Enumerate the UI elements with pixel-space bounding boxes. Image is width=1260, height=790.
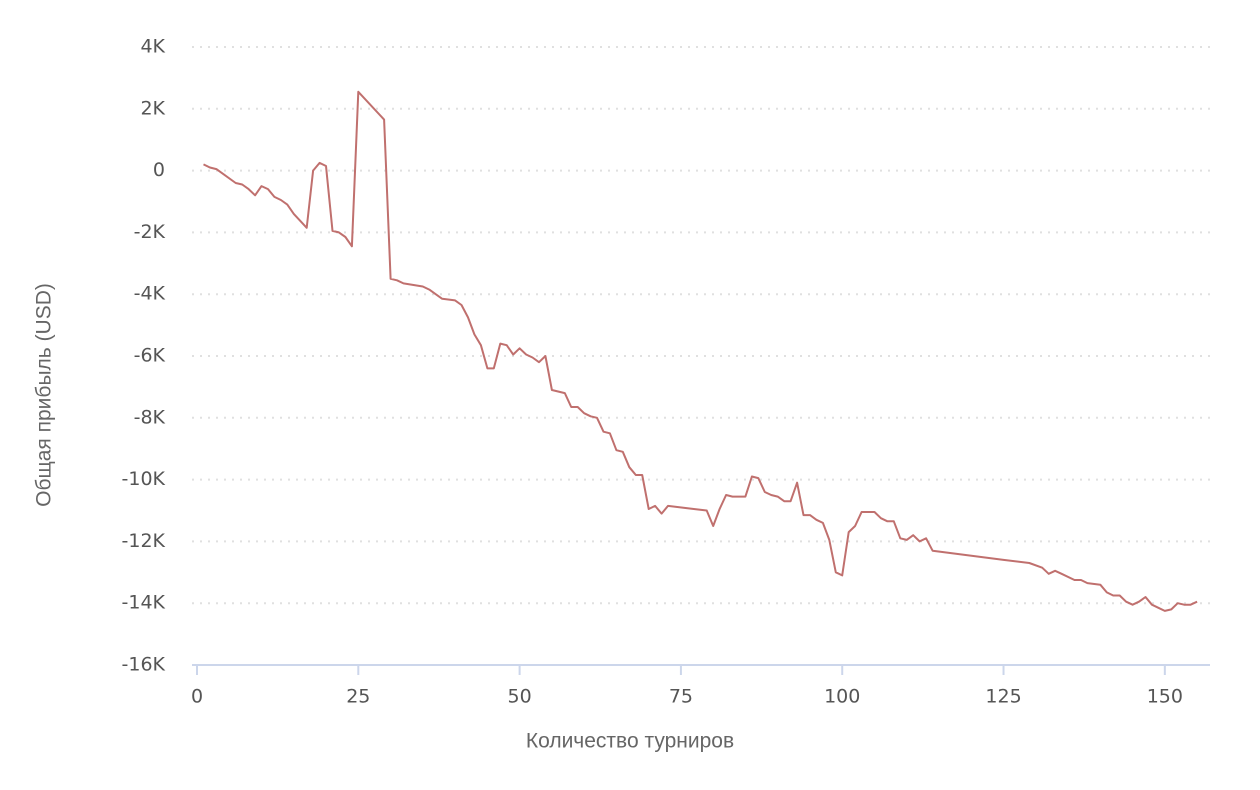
- x-axis-title: Количество турниров: [526, 730, 734, 753]
- x-tick-label: 25: [346, 686, 370, 708]
- y-tick-label: -10K: [122, 468, 166, 490]
- y-axis-title: Общая прибыль (USD): [33, 283, 56, 507]
- y-tick-label: 2K: [140, 97, 165, 119]
- y-tick-label: -14K: [122, 592, 166, 614]
- x-tick-label: 100: [824, 686, 860, 708]
- x-tick-label: 50: [508, 686, 532, 708]
- y-tick-label: -8K: [134, 406, 166, 428]
- x-tick-label: 0: [191, 686, 203, 708]
- x-tick-label: 125: [985, 686, 1021, 708]
- y-tick-label: -6K: [134, 345, 166, 367]
- y-tick-label: -16K: [122, 654, 166, 676]
- y-tick-label: -12K: [122, 530, 166, 552]
- y-tick-label: -2K: [134, 221, 166, 243]
- y-tick-label: 0: [153, 159, 165, 181]
- x-tick-label: 75: [669, 686, 693, 708]
- data-line: [203, 90, 1198, 612]
- y-tick-label: -4K: [134, 283, 166, 305]
- x-tick-label: 150: [1147, 686, 1183, 708]
- y-tick-label: 4K: [140, 36, 165, 58]
